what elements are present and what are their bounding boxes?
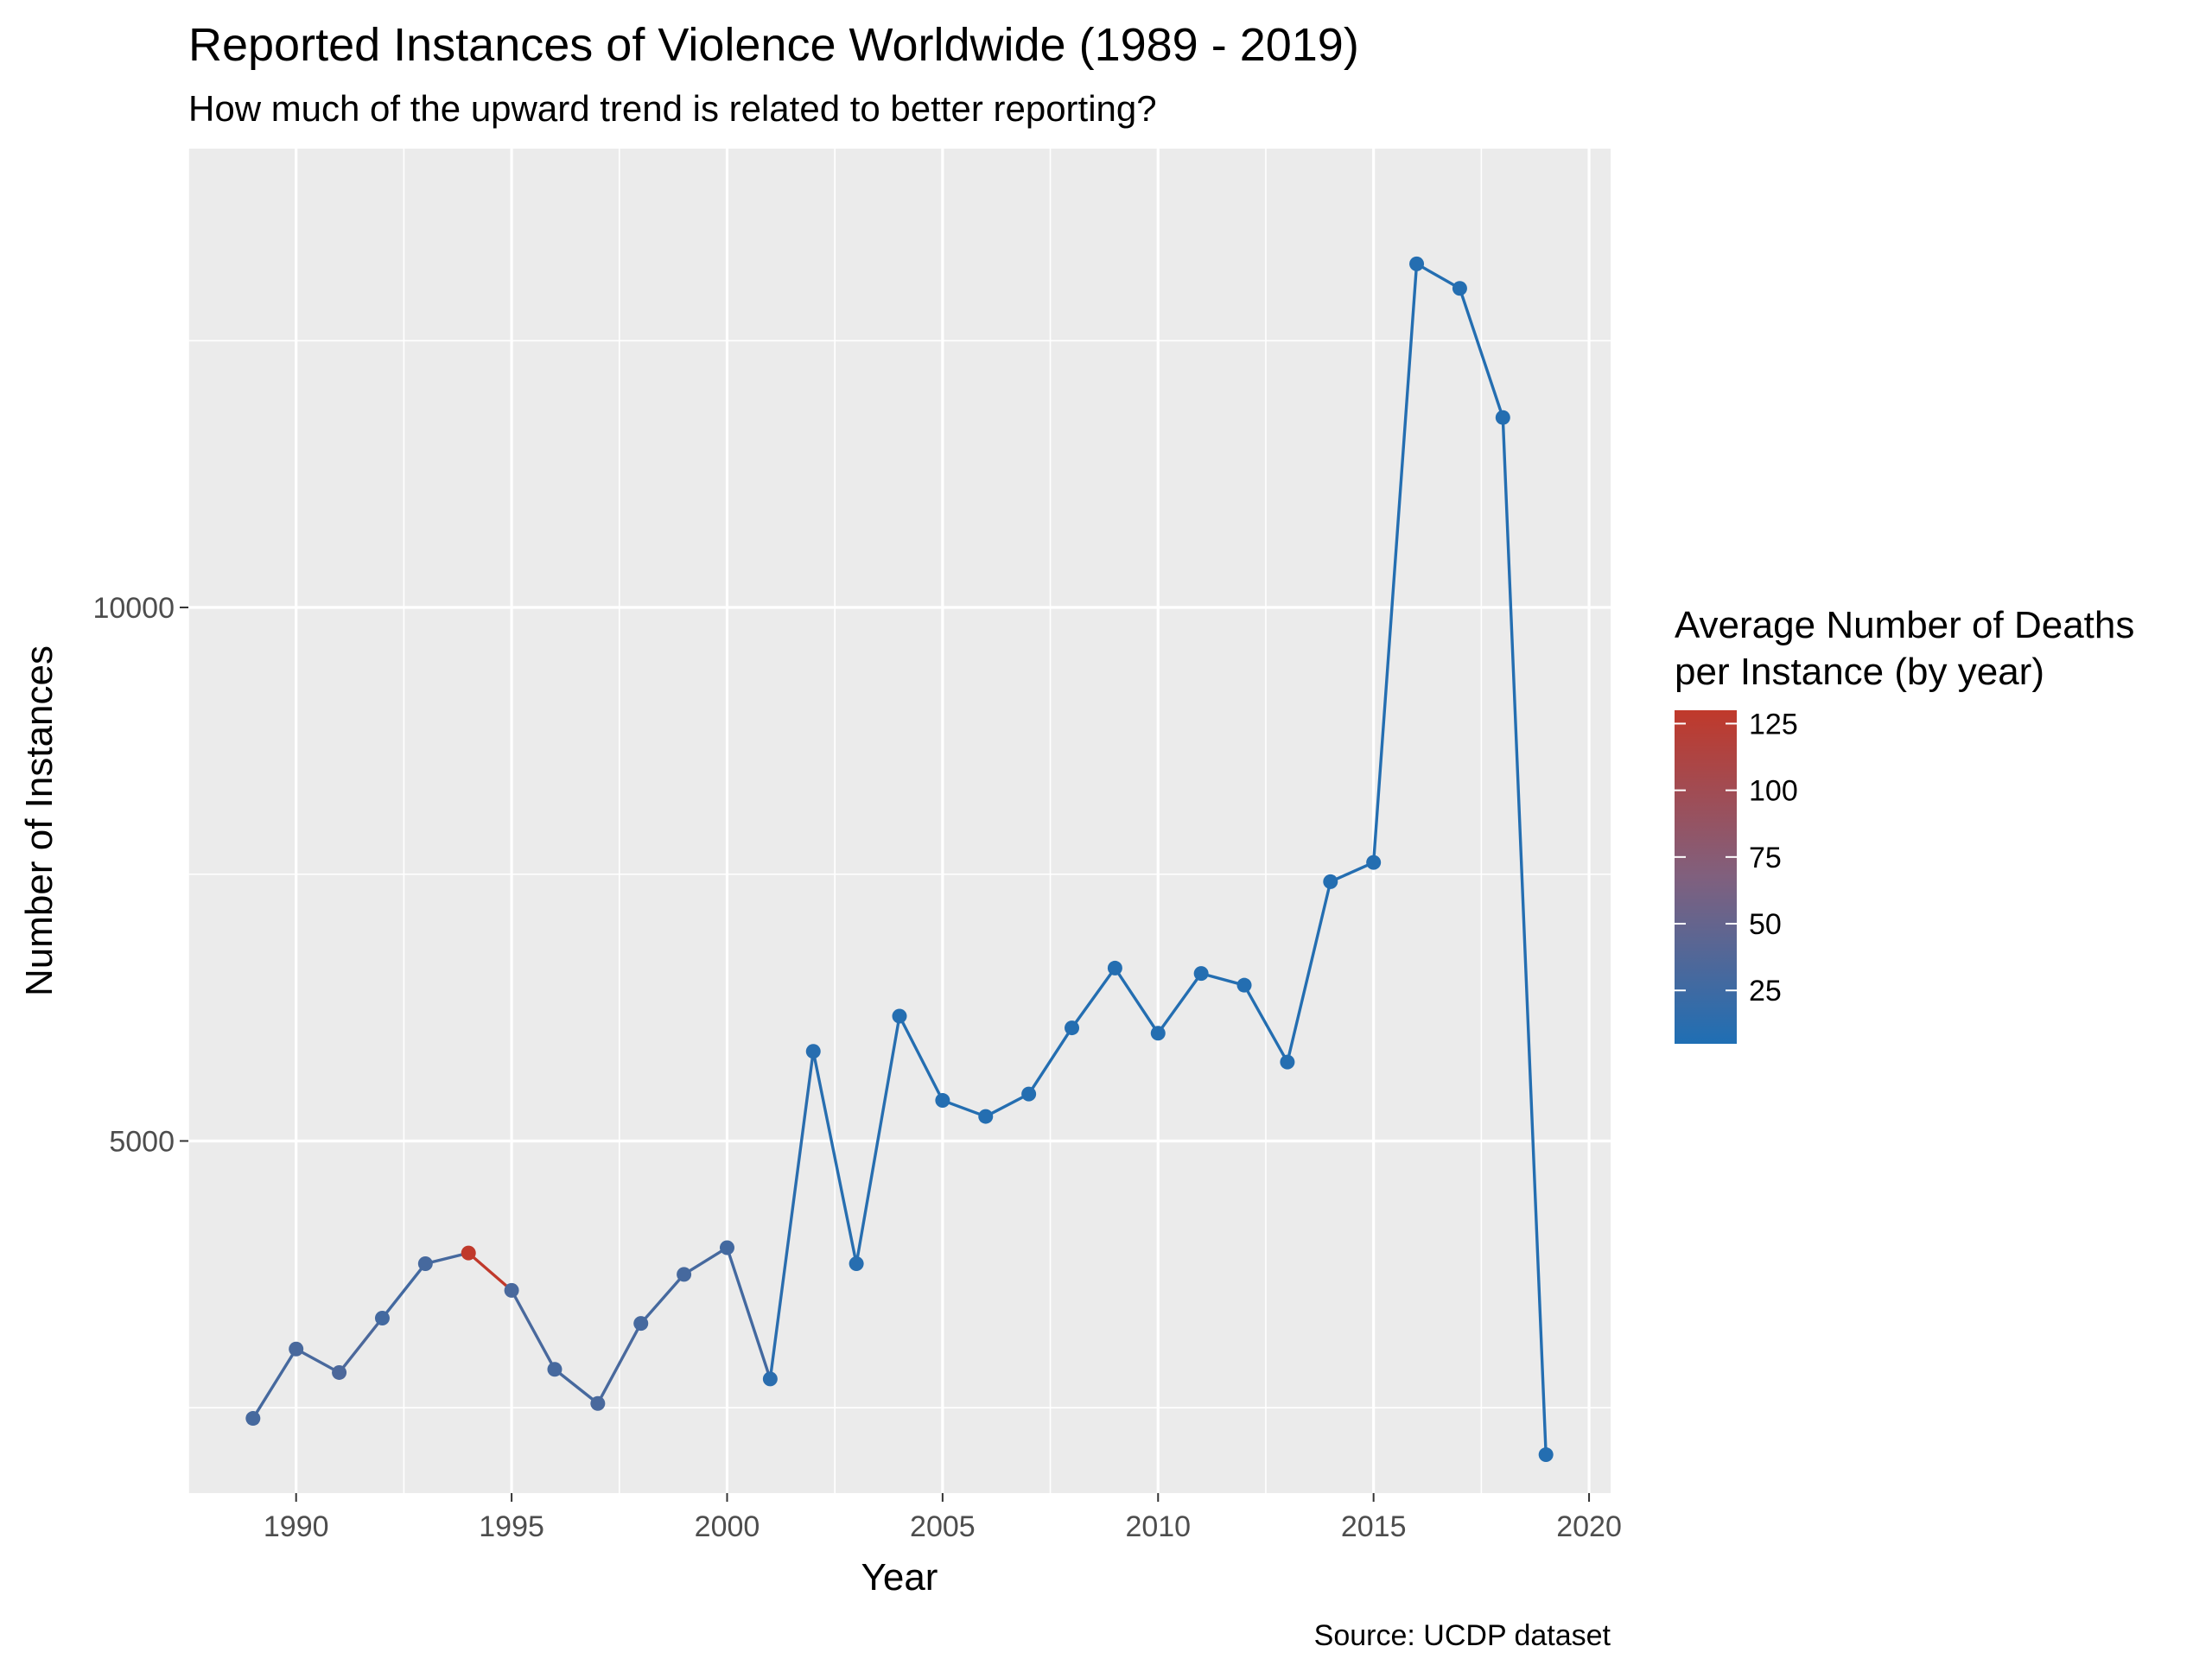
chart-title: Reported Instances of Violence Worldwide… xyxy=(188,19,1359,71)
data-point xyxy=(1065,1020,1080,1036)
series-line-segment xyxy=(811,1050,858,1266)
series-line-segment xyxy=(855,1014,901,1266)
series-line-segment xyxy=(1243,983,1289,1064)
legend-tick-label: 75 xyxy=(1749,842,1782,874)
legend-ticks: 25 50 75 100 125 xyxy=(1675,708,1798,1007)
y-tick-labels: 5000 10000 xyxy=(92,592,175,1158)
data-point xyxy=(245,1411,261,1427)
series-line-segment xyxy=(1027,1026,1074,1096)
y-axis-title: Number of Instances xyxy=(18,645,60,996)
chart-subtitle: How much of the upward trend is related … xyxy=(188,88,1157,129)
data-point xyxy=(289,1341,304,1357)
data-point xyxy=(762,1371,778,1387)
x-tick-labels: 1990 1995 2000 2005 2010 2015 2020 xyxy=(264,1510,1622,1543)
series-line-segment xyxy=(1501,416,1548,1457)
legend-color-bar xyxy=(1675,710,1737,1044)
x-tick-label: 2000 xyxy=(695,1510,760,1543)
series-line-segment xyxy=(1371,262,1419,864)
legend-tick-label: 125 xyxy=(1749,708,1798,741)
legend-tick-label: 25 xyxy=(1749,975,1782,1007)
y-tick-label: 5000 xyxy=(109,1125,175,1158)
series-line-segment xyxy=(1199,971,1246,987)
series-line-segment xyxy=(1113,966,1160,1035)
series-line-segment xyxy=(423,1251,470,1266)
data-point xyxy=(1280,1054,1295,1070)
data-point xyxy=(719,1240,734,1255)
data-point xyxy=(978,1109,994,1124)
series-line-segment xyxy=(553,1368,600,1405)
data-point xyxy=(935,1093,950,1109)
series-line-segment xyxy=(294,1347,341,1375)
series-line-segment xyxy=(768,1050,815,1381)
y-tick-label: 10000 xyxy=(92,592,175,625)
series-line-segment xyxy=(941,1098,988,1118)
series-lines xyxy=(251,262,1548,1457)
data-point xyxy=(892,1008,907,1024)
data-point xyxy=(1366,855,1382,870)
data-point xyxy=(1452,281,1467,296)
data-point xyxy=(1409,256,1425,271)
x-tick-label: 2010 xyxy=(1125,1510,1191,1543)
data-point xyxy=(417,1255,433,1271)
series-line-segment xyxy=(1458,287,1505,419)
series-line-segment xyxy=(639,1273,686,1325)
data-point xyxy=(504,1282,519,1298)
series-line-segment xyxy=(467,1251,513,1293)
series-line-segment xyxy=(1070,966,1117,1030)
x-tick-label: 1990 xyxy=(264,1510,329,1543)
data-point xyxy=(547,1362,563,1377)
x-tick-label: 2020 xyxy=(1556,1510,1622,1543)
series-line-segment xyxy=(1329,861,1376,884)
series-line-segment xyxy=(596,1321,643,1405)
series-line-segment xyxy=(510,1288,556,1371)
data-point xyxy=(1236,977,1252,993)
series-line-segment xyxy=(1156,971,1203,1035)
series-line-segment xyxy=(380,1262,428,1320)
data-point xyxy=(590,1395,606,1411)
data-point xyxy=(805,1044,821,1059)
series-points xyxy=(245,256,1554,1463)
series-line-segment xyxy=(682,1246,729,1276)
series-line-segment xyxy=(337,1316,385,1375)
major-gridlines xyxy=(188,149,1611,1493)
x-tick-label: 2015 xyxy=(1341,1510,1407,1543)
data-point xyxy=(1323,874,1338,889)
x-tick-label: 1995 xyxy=(479,1510,544,1543)
data-point xyxy=(849,1255,864,1271)
series-line-segment xyxy=(984,1092,1031,1118)
chart-caption: Source: UCDP dataset xyxy=(1314,1619,1611,1652)
axis-ticks xyxy=(180,607,1591,1502)
series-line-segment xyxy=(1286,880,1332,1064)
data-point xyxy=(1193,966,1209,982)
legend-tick-label: 100 xyxy=(1749,775,1798,808)
data-point xyxy=(1150,1026,1166,1041)
series-line-segment xyxy=(251,1347,298,1421)
series-line-segment xyxy=(725,1246,772,1381)
x-axis-title: Year xyxy=(861,1556,938,1599)
x-tick-label: 2005 xyxy=(910,1510,976,1543)
data-point xyxy=(1538,1447,1554,1463)
data-point xyxy=(633,1316,649,1332)
data-point xyxy=(1021,1086,1037,1102)
color-legend: Average Number of Deaths per Instance (b… xyxy=(1675,604,2134,1044)
legend-tick-label: 50 xyxy=(1749,908,1782,941)
data-point xyxy=(1107,960,1122,976)
series-line-segment xyxy=(898,1014,944,1103)
data-point xyxy=(677,1267,692,1282)
legend-title-line-1: Average Number of Deaths xyxy=(1675,604,2134,646)
legend-title-line-2: per Instance (by year) xyxy=(1675,651,2044,693)
data-point xyxy=(374,1310,390,1325)
data-point xyxy=(332,1364,347,1380)
series-line-segment xyxy=(1414,262,1462,290)
data-point xyxy=(461,1245,476,1261)
data-point xyxy=(1495,410,1510,425)
